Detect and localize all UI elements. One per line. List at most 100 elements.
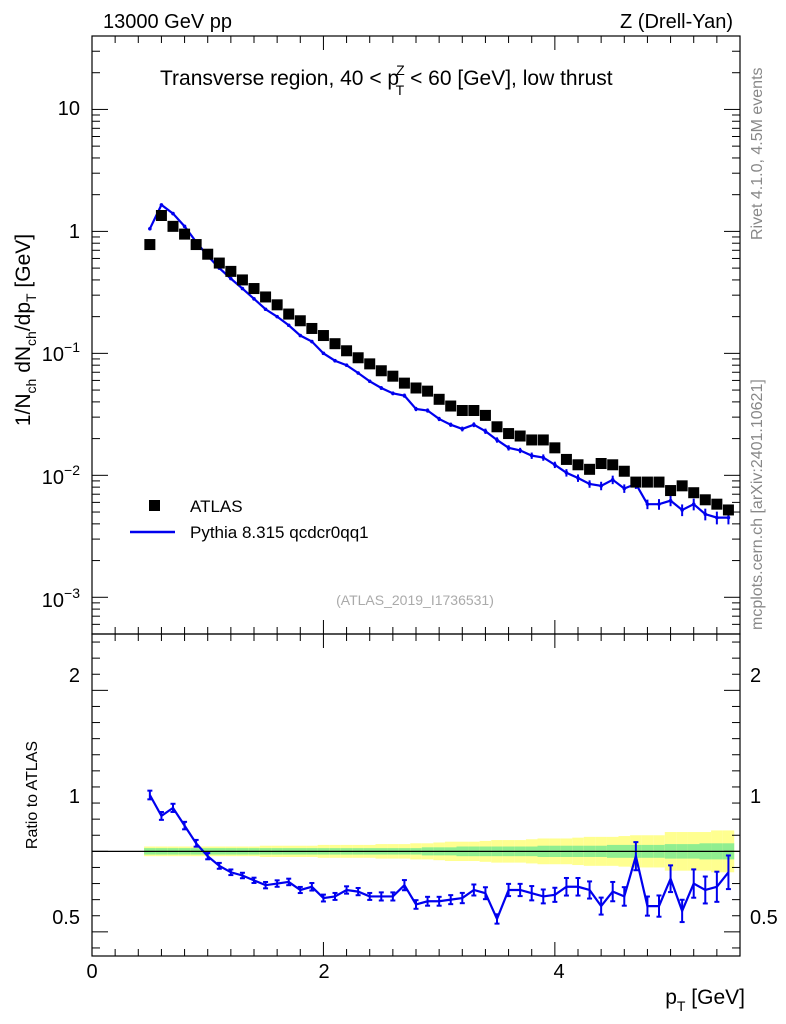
rtick-1-right: 1 [750, 786, 761, 808]
data-series-main [144, 209, 734, 516]
data-point [190, 239, 202, 251]
data-point [144, 239, 156, 251]
ytick-1e-3: 10−3 [42, 585, 80, 612]
mc-point [379, 386, 384, 390]
legend-data-marker [149, 500, 160, 511]
data-point [537, 434, 549, 446]
mc-point [391, 391, 395, 396]
mc-series-main [148, 203, 731, 525]
x-axis-label-p: p [665, 986, 677, 1009]
mc-point [229, 276, 233, 281]
data-point [503, 428, 515, 440]
rtick-1-left: 1 [69, 786, 80, 808]
xtick-2: 2 [318, 961, 329, 983]
data-point [433, 393, 445, 405]
x-axis-label-unit: [GeV] [685, 986, 745, 1009]
mc-point [506, 446, 511, 450]
plot-title: Transverse region, 40 < pZ T < 60 [GeV], … [160, 62, 613, 98]
mc-point [483, 429, 488, 434]
data-point [526, 434, 538, 446]
legend-mc-label: Pythia 8.315 qcdcr0qq1 [190, 523, 369, 542]
data-point [595, 458, 607, 470]
mc-point [715, 515, 719, 520]
rtick-05-left: 0.5 [52, 907, 80, 929]
mc-point [298, 333, 303, 338]
ytick-1e-1: 10−1 [42, 339, 80, 366]
mc-point [171, 211, 175, 216]
data-point [202, 248, 214, 260]
title-prefix: Transverse region, 40 < p [160, 67, 399, 90]
data-point [491, 421, 503, 433]
rtick-2-right: 2 [750, 665, 761, 687]
mc-point [680, 508, 684, 512]
data-point [514, 430, 526, 442]
data-point [479, 409, 491, 421]
data-point [456, 405, 468, 417]
data-point [722, 504, 734, 516]
mc-point [587, 482, 592, 486]
x-axis-label-sub: T [677, 998, 686, 1014]
mc-point [657, 502, 661, 506]
mc-point [622, 486, 627, 491]
ytick-10: 10 [58, 98, 80, 120]
data-point [248, 283, 260, 295]
data-point [445, 400, 457, 412]
data-point [352, 352, 364, 364]
data-point [155, 209, 167, 221]
data-point [549, 442, 561, 454]
mcplots-label: mcplots.cern.ch [arXiv:2401.10621] [749, 379, 766, 630]
data-point [584, 463, 596, 475]
data-point [375, 365, 387, 377]
mc-series-ratio [147, 789, 731, 925]
data-point [665, 485, 677, 497]
axis-ticks [91, 35, 741, 956]
mc-point [252, 297, 256, 301]
mc-point [553, 462, 557, 467]
data-point [283, 308, 295, 320]
title-suffix: < 60 [GeV], low thrust [404, 67, 613, 90]
mc-point [541, 455, 546, 460]
mc-point [691, 502, 696, 506]
mc-point [263, 307, 268, 312]
mc-point [518, 448, 522, 453]
mc-point [437, 417, 441, 421]
mc-point [610, 477, 615, 482]
data-point [294, 315, 306, 327]
data-point [387, 370, 399, 382]
data-point [422, 385, 434, 397]
data-point [364, 358, 376, 370]
data-point [688, 487, 700, 499]
data-point [560, 453, 572, 465]
data-point [398, 377, 410, 389]
data-point [167, 220, 179, 232]
data-point [607, 459, 619, 471]
xtick-4: 4 [553, 961, 564, 983]
x-axis-label: pT [GeV] [665, 986, 745, 1014]
data-point [618, 465, 630, 477]
mc-point [356, 371, 360, 375]
x-tick-labels: 0 2 4 [86, 961, 564, 983]
mc-point [645, 502, 650, 506]
data-point [410, 382, 422, 394]
data-point [676, 480, 688, 492]
data-point [317, 330, 329, 342]
data-point [653, 476, 665, 488]
mc-point [726, 515, 731, 520]
mc-point [367, 379, 372, 384]
mc-point [448, 422, 453, 427]
analysis-id: (ATLAS_2019_I1736531) [336, 592, 494, 608]
mc-point [402, 393, 407, 398]
title-superscript: Z [396, 62, 405, 78]
data-point [236, 274, 248, 286]
mc-point [668, 498, 673, 503]
ytick-1e-2: 10−2 [42, 462, 80, 489]
rtick-05-right: 0.5 [750, 907, 778, 929]
main-y-axis-label: 1/Nch dNch/dpT [GeV] [12, 234, 39, 426]
mc-point [576, 476, 580, 480]
data-point [260, 291, 272, 303]
data-point [179, 228, 191, 240]
mc-point [472, 422, 476, 427]
energy-label: 13000 GeV pp [103, 11, 232, 33]
rivet-label: Rivet 4.1.0, 4.5M events [749, 67, 766, 240]
